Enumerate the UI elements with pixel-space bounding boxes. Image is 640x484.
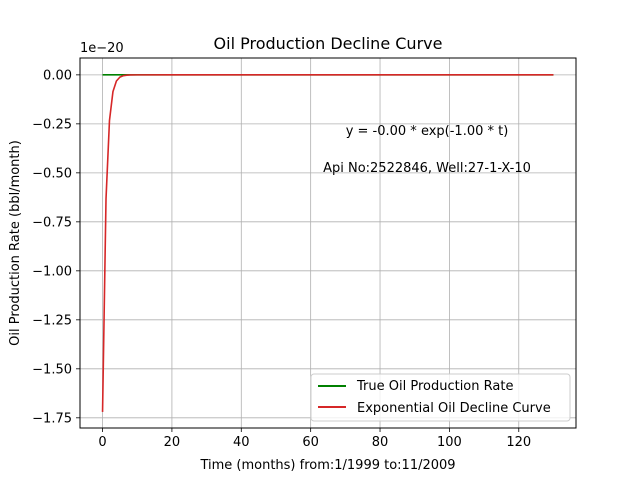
y-tick-label: −0.75	[32, 215, 72, 230]
y-tick-label: −1.75	[32, 411, 72, 426]
x-axis-ticks: 0 20 40 60 80 100 120	[98, 428, 531, 450]
series-line-decline-curve	[101, 74, 554, 412]
x-tick-label: 20	[164, 435, 181, 450]
series-group	[101, 74, 554, 412]
y-tick-label: 0.00	[43, 68, 72, 83]
x-tick-label: 0	[98, 435, 106, 450]
legend-label-true-rate: True Oil Production Rate	[356, 379, 513, 394]
x-tick-label: 80	[372, 435, 389, 450]
well-annotation: Api No:2522846, Well:27-1-X-10	[323, 161, 531, 176]
y-tick-label: −1.50	[32, 362, 72, 377]
x-tick-label: 40	[233, 435, 250, 450]
y-tick-label: −0.50	[32, 166, 72, 181]
chart-title: Oil Production Decline Curve	[214, 34, 443, 53]
legend-box	[310, 373, 571, 422]
legend: True Oil Production Rate Exponential Oil…	[310, 373, 571, 422]
y-tick-label: −1.00	[32, 264, 72, 279]
y-axis-offset-label: 1e−20	[80, 41, 124, 56]
x-axis-label: Time (months) from:1/1999 to:11/2009	[199, 458, 455, 473]
legend-label-decline-curve: Exponential Oil Decline Curve	[357, 401, 551, 416]
equation-annotation: y = -0.00 * exp(-1.00 * t)	[346, 124, 509, 139]
y-axis-label: Oil Production Rate (bbl/month)	[8, 140, 23, 346]
y-tick-label: −1.25	[32, 313, 72, 328]
x-tick-label: 60	[302, 435, 319, 450]
plot-area-frame	[79, 57, 577, 429]
y-axis-ticks: 0.00 −0.25 −0.50 −0.75 −1.00 −1.25 −1.50 −1.75	[32, 68, 80, 426]
x-tick-label: 100	[437, 435, 462, 450]
y-tick-label: −0.25	[32, 117, 72, 132]
x-tick-label: 120	[506, 435, 531, 450]
